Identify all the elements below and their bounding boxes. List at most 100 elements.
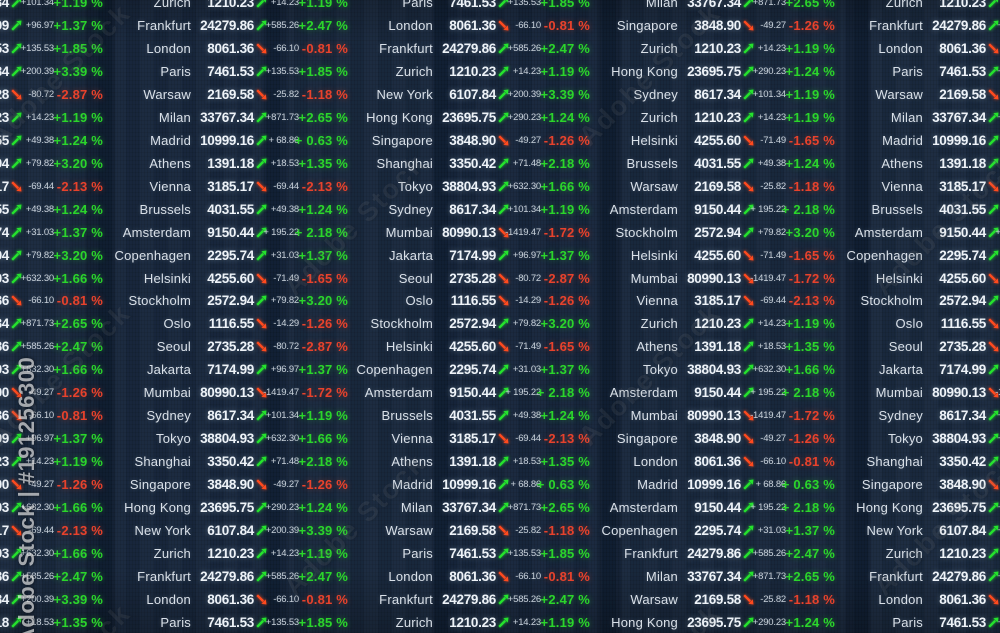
city-label: Hong Kong bbox=[124, 500, 191, 516]
percent-label: -1.26 % bbox=[788, 17, 835, 33]
trend-down-icon bbox=[741, 450, 756, 473]
percent-label: +1.19 % bbox=[298, 408, 348, 424]
trend-down-icon bbox=[9, 473, 24, 496]
quote-row: Helsinki 4255.60 -71.49 -1.65 % bbox=[290, 335, 590, 358]
quote-row: Seoul 2735.28 -80.72 -2.87 % bbox=[48, 335, 348, 358]
quote-row: Frankfurt 24279.86 +585.26 +2.47 % bbox=[780, 565, 1000, 588]
change-label: +135.53 bbox=[265, 65, 299, 77]
change-label: +14.23 bbox=[512, 616, 541, 628]
quote-row: Copenhagen 2295.74 +31.03 +1.37 % bbox=[780, 244, 1000, 267]
index-value-label: 9150.44 bbox=[694, 500, 741, 516]
index-value-label: 7174.99 bbox=[939, 362, 986, 378]
index-value-label: 3185.17 bbox=[449, 431, 496, 447]
quote-row: Zurich 1210.23 +14.23 +1.19 % bbox=[535, 37, 835, 60]
index-value-label: 23695.75 bbox=[442, 109, 496, 125]
city-label: Shanghai bbox=[134, 454, 191, 470]
percent-label: -1.72 % bbox=[543, 224, 590, 240]
trend-up-icon bbox=[986, 152, 1000, 175]
trend-down-icon bbox=[9, 83, 24, 106]
index-value-label: 2169.58 bbox=[694, 591, 741, 607]
percent-label: -0.81 % bbox=[301, 40, 348, 56]
percent-label: +1.35 % bbox=[540, 454, 590, 470]
percent-label: -0.81 % bbox=[56, 293, 103, 309]
index-value-label: 2572.94 bbox=[939, 293, 986, 309]
quote-row: Singapore 3848.90 -49.27 -1.26 % bbox=[0, 381, 103, 404]
quote-row: Warsaw 2169.58 -25.82 -1.18 % bbox=[535, 175, 835, 198]
quote-row: Sydney 8617.34 +101.34 +1.19 % bbox=[780, 404, 1000, 427]
quote-row: Tokyo 38804.93 +632.30 +1.66 % bbox=[0, 496, 103, 519]
change-label: -25.82 bbox=[273, 88, 299, 100]
quote-row: Tokyo 38804.93 +632.30 +1.66 % bbox=[48, 427, 348, 450]
quote-row: Vienna 3185.17 -69.44 -2.13 % bbox=[535, 289, 835, 312]
index-value-label: 3848.90 bbox=[939, 477, 986, 493]
city-label: Helsinki bbox=[630, 247, 678, 263]
index-value-label: 8617.34 bbox=[0, 0, 9, 10]
trend-up-icon bbox=[254, 14, 269, 37]
quote-row: Frankfurt 24279.86 +585.26 +2.47 % bbox=[290, 588, 590, 611]
percent-label: +2.47 % bbox=[53, 339, 103, 355]
index-value-label: 2169.58 bbox=[207, 86, 254, 102]
percent-label: +2.47 % bbox=[298, 17, 348, 33]
change-label: +101.34 bbox=[507, 203, 541, 215]
quote-row: Zurich 1210.23 +14.23 +1.19 % bbox=[535, 106, 835, 129]
change-label: + 195.22 bbox=[750, 387, 786, 399]
change-label: +290.23 bbox=[998, 496, 1000, 519]
quote-row: Zurich 1210.23 +14.23 +1.19 % bbox=[780, 542, 1000, 565]
index-value-label: 8061.36 bbox=[449, 569, 496, 584]
quote-row: Madrid 10999.16 + 68.86 + 0.63 % bbox=[780, 129, 1000, 152]
quote-row: Stockholm 2572.94 +79.82 +3.20 % bbox=[290, 312, 590, 335]
change-label: +632.30 bbox=[752, 364, 786, 376]
index-value-label: 10999.16 bbox=[200, 132, 254, 148]
index-value-label: 23695.75 bbox=[687, 63, 741, 79]
city-label: Zurich bbox=[640, 109, 678, 125]
quote-row: Madrid 10999.16 + 68.86 + 0.63 % bbox=[48, 129, 348, 152]
change-label: +101.34 bbox=[752, 88, 786, 100]
quote-row: Jakarta 7174.99 +96.97 +1.37 % bbox=[0, 427, 103, 450]
trend-up-icon bbox=[254, 496, 269, 519]
city-label: Mumbai bbox=[385, 224, 433, 240]
quote-row: New York 6107.84 +200.39 +3.39 % bbox=[290, 83, 590, 106]
quote-row: Singapore 3848.90 -49.27 -1.26 % bbox=[48, 473, 348, 496]
quote-row: Jakarta 7174.99 +96.97 +1.37 % bbox=[0, 14, 103, 37]
change-label: +585.26 bbox=[265, 571, 299, 582]
percent-label: +1.19 % bbox=[785, 316, 835, 332]
change-label: +18.53 bbox=[25, 616, 54, 628]
index-value-label: 8617.34 bbox=[694, 86, 741, 102]
quote-row: Paris 7461.53 +135.53 +1.85 % bbox=[0, 37, 103, 60]
change-label: +101.34 bbox=[20, 0, 54, 8]
trend-down-icon bbox=[741, 588, 756, 611]
quote-row: Jakarta 7174.99 +96.97 +1.37 % bbox=[780, 358, 1000, 381]
quote-row: Frankfurt 24279.86 +585.26 +2.47 % bbox=[0, 335, 103, 358]
percent-label: +2.47 % bbox=[298, 569, 348, 584]
trend-up-icon bbox=[986, 244, 1000, 267]
quote-row: Zurich 1210.23 +14.23 +1.19 % bbox=[290, 611, 590, 633]
quote-row: Sydney 8617.34 +101.34 +1.19 % bbox=[290, 198, 590, 221]
trend-down-icon bbox=[986, 175, 1000, 198]
quote-row: London 8061.36 -66.10 -0.81 % bbox=[290, 565, 590, 588]
trend-down-icon bbox=[496, 427, 511, 450]
quote-row: Amsterdam 9150.44 + 195.22 + 2.18 % bbox=[48, 221, 348, 244]
trend-down-icon bbox=[741, 175, 756, 198]
index-value-label: 1210.23 bbox=[449, 614, 496, 630]
change-label: +49.38 bbox=[270, 203, 299, 215]
change-label: +79.82 bbox=[270, 295, 299, 307]
change-label: -49.27 bbox=[28, 387, 54, 399]
change-label: -69.44 bbox=[760, 295, 786, 307]
city-label: Seoul bbox=[156, 339, 191, 355]
quote-row: Mumbai 80990.13 -1419.47 -1.72 % bbox=[535, 267, 835, 290]
index-value-label: 80990.13 bbox=[932, 385, 986, 401]
index-value-label: 3350.42 bbox=[207, 454, 254, 470]
index-value-label: 3848.90 bbox=[0, 477, 9, 493]
percent-label: -1.26 % bbox=[301, 316, 348, 332]
city-label: Zurich bbox=[885, 546, 923, 562]
change-label: +632.30 bbox=[507, 180, 541, 192]
index-value-label: 6107.84 bbox=[0, 591, 9, 607]
quote-row: Stockholm 2572.94 +79.82 +3.20 % bbox=[0, 152, 103, 175]
quote-row: Brussels 4031.55 +49.38 +1.24 % bbox=[780, 198, 1000, 221]
quote-row: Helsinki 4255.60 -71.49 -1.65 % bbox=[535, 129, 835, 152]
trend-up-icon bbox=[254, 565, 269, 588]
trend-up-icon bbox=[741, 312, 756, 335]
trend-down-icon bbox=[986, 473, 1000, 496]
quote-row: London 8061.36 -66.10 -0.81 % bbox=[535, 450, 835, 473]
